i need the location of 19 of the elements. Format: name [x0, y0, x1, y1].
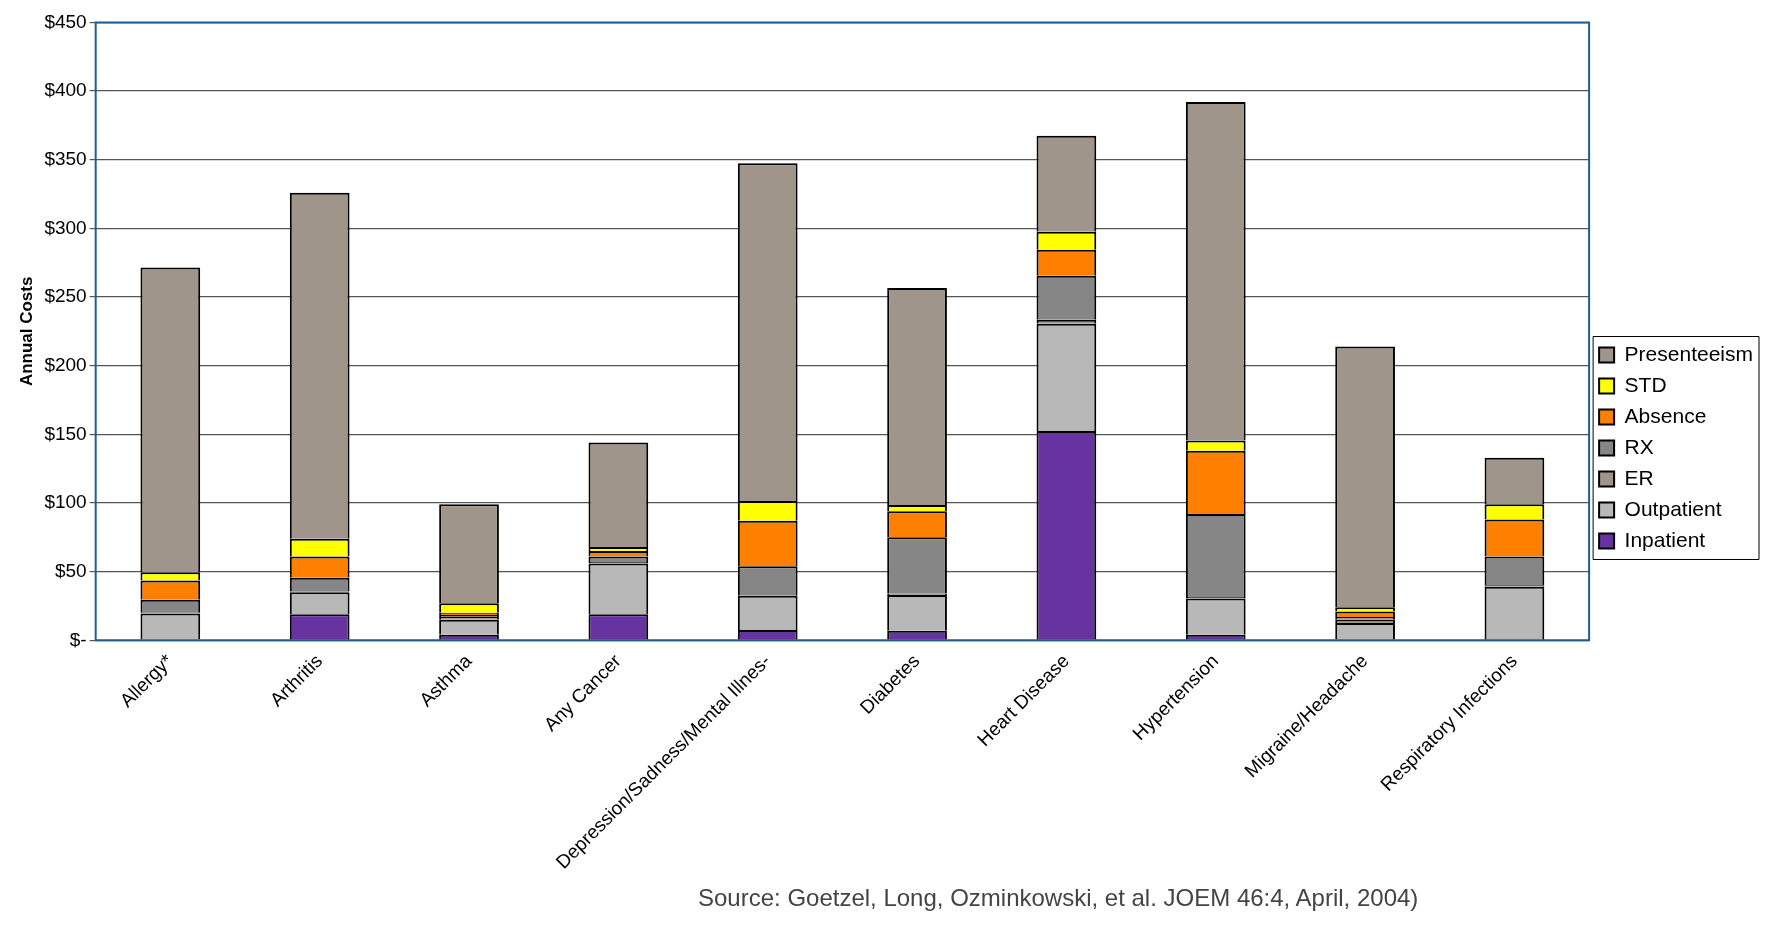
y-tick-label: $150: [44, 422, 87, 444]
legend-label: Inpatient: [1624, 527, 1706, 551]
legend-label: Outpatient: [1624, 496, 1722, 520]
y-tick-label: $300: [44, 216, 87, 238]
y-tick-label: $100: [44, 491, 87, 513]
y-tick-label: $400: [44, 79, 87, 101]
legend-label: Presenteeism: [1624, 341, 1753, 365]
legend-label: Absence: [1624, 403, 1707, 427]
y-tick-label: $50: [54, 559, 87, 581]
y-axis-title: Annual Costs: [16, 276, 36, 387]
legend-label: RX: [1624, 434, 1654, 458]
y-tick-label: $-: [69, 628, 87, 650]
legend-label: STD: [1624, 372, 1667, 396]
y-tick-label: $250: [44, 285, 87, 307]
y-tick-label: $350: [44, 147, 87, 169]
legend-label: ER: [1624, 465, 1654, 489]
source-note: Source: Goetzel, Long, Ozminkowski, et al. JOEM 46:4, April, 2004): [698, 884, 1419, 912]
y-tick-label: $450: [44, 10, 87, 32]
y-tick-label: $200: [44, 353, 87, 375]
